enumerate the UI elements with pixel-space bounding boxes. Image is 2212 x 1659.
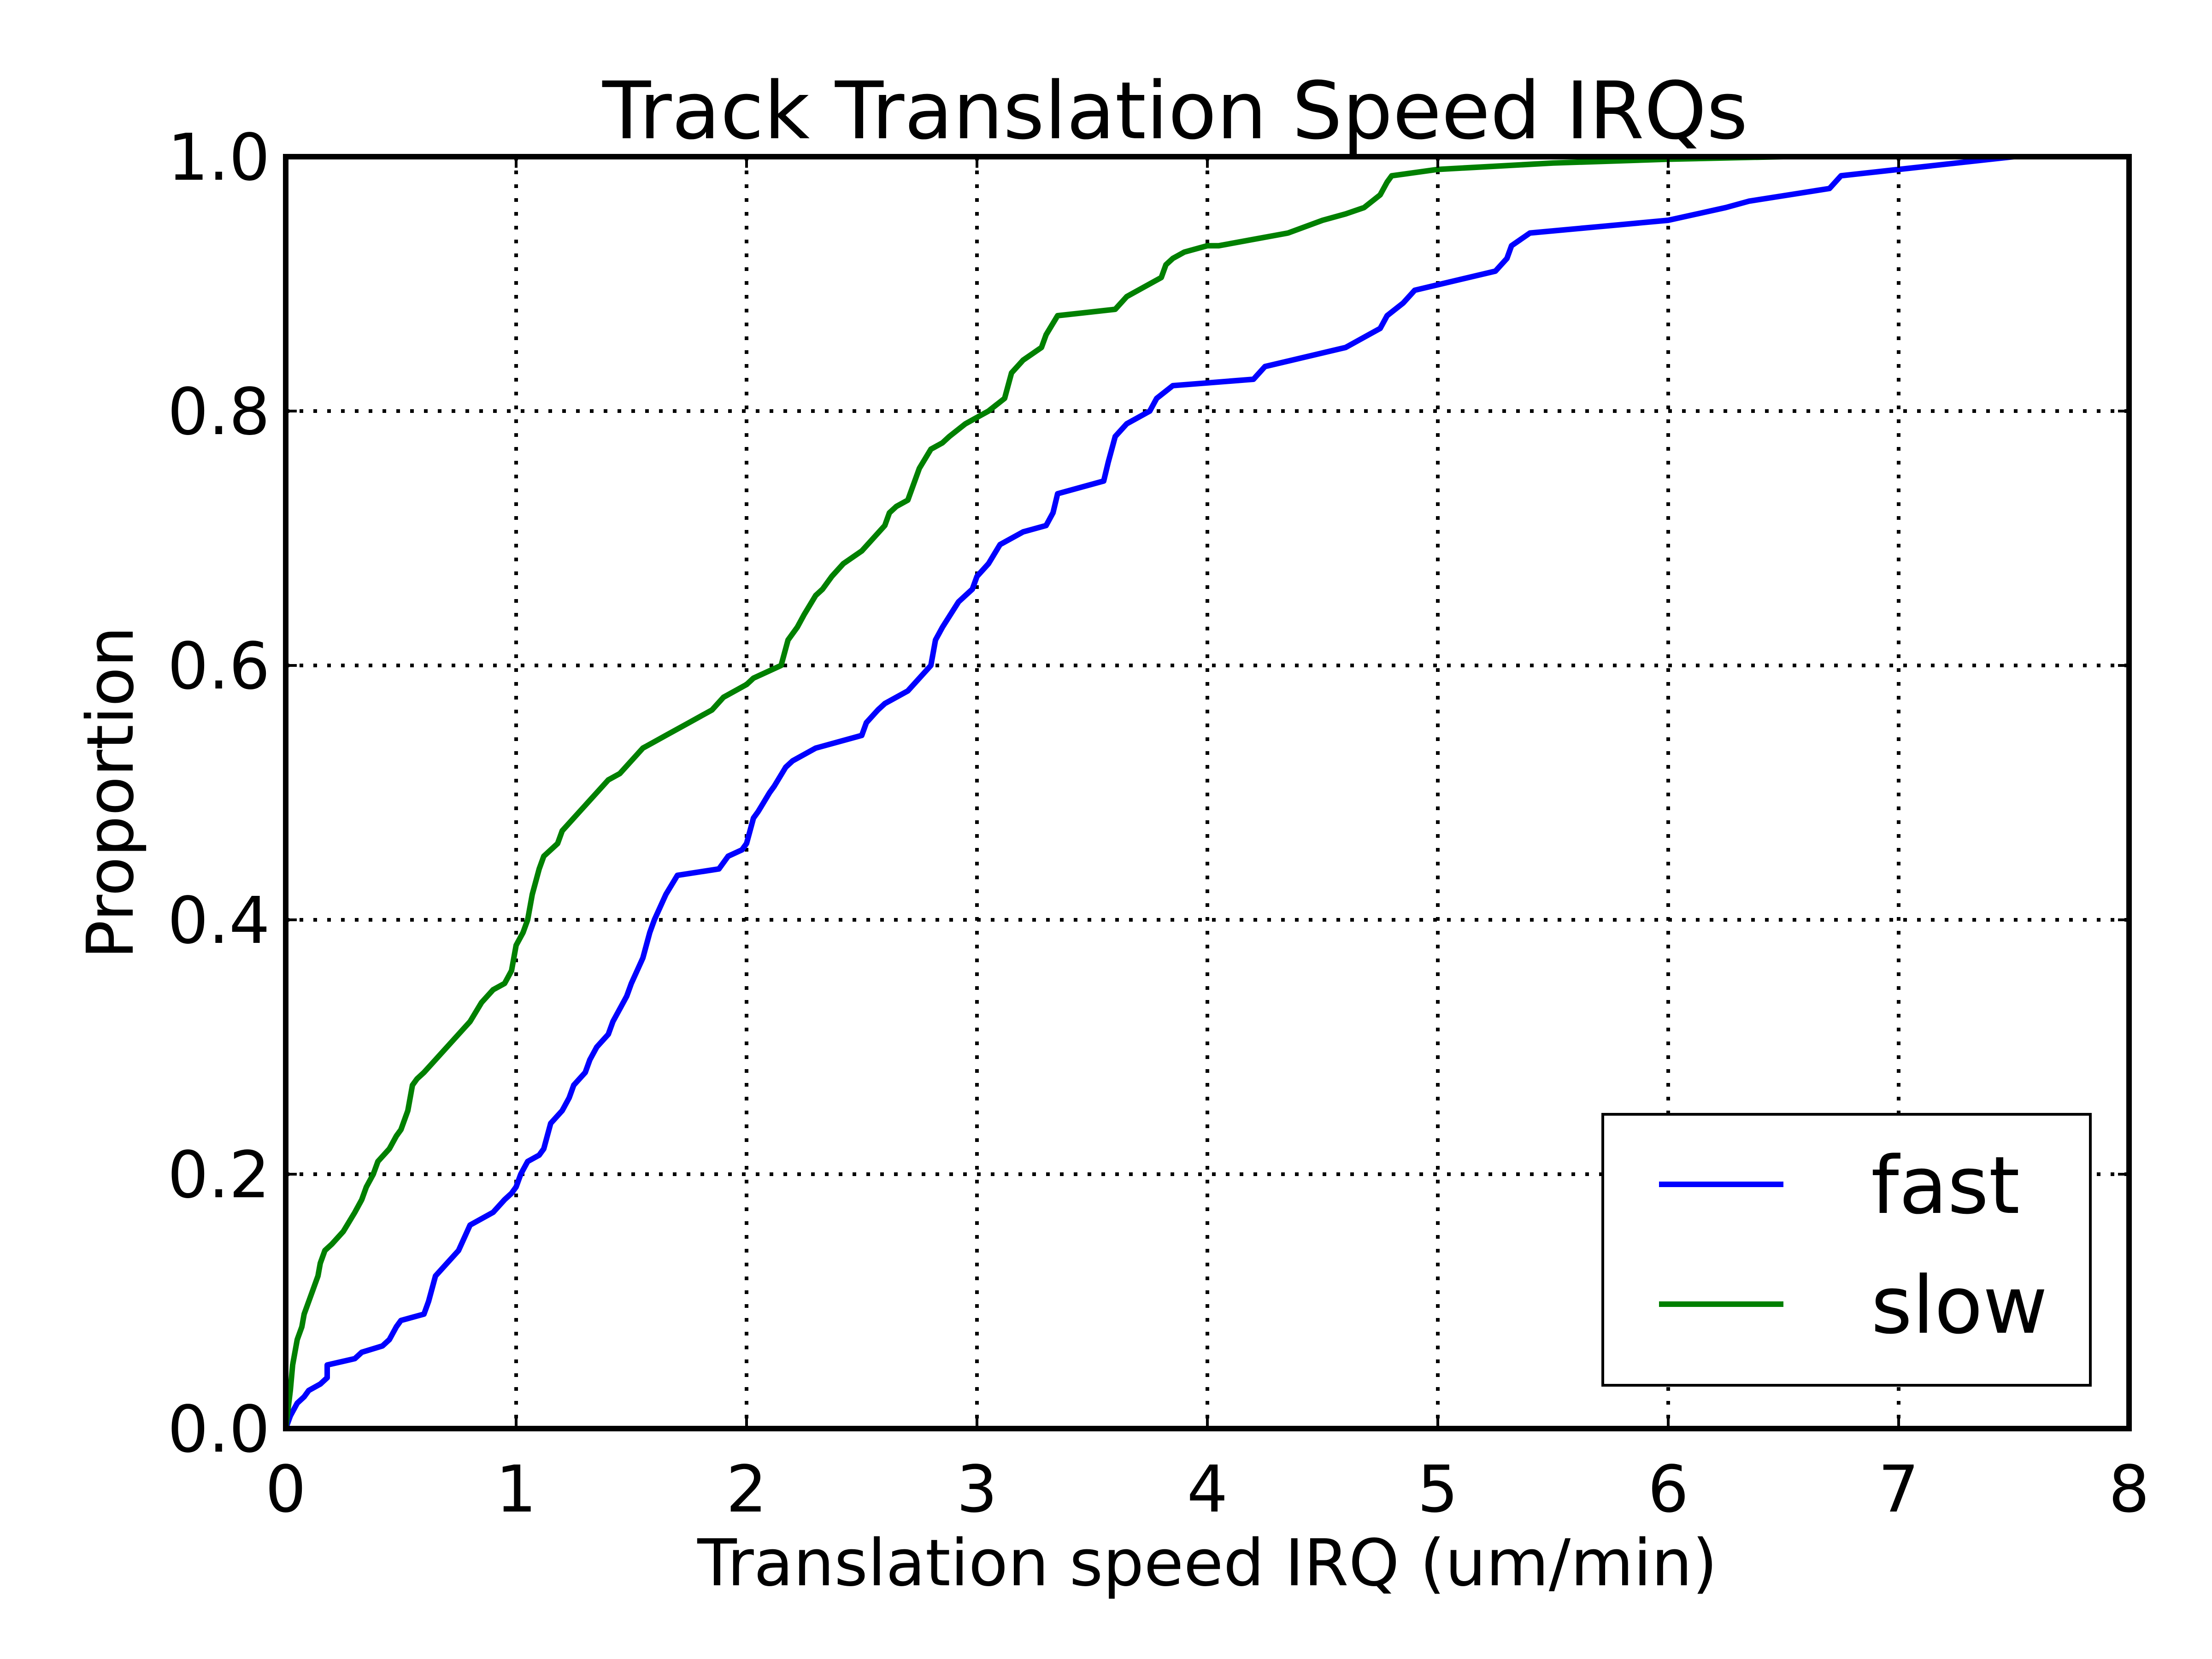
grid — [286, 157, 2129, 1429]
legend-label-slow: slow — [1871, 1259, 2047, 1352]
x-tick-label: 0 — [265, 1452, 306, 1527]
legend: fast slow — [1601, 1113, 2092, 1387]
tick-labels: 0 1 2 3 4 5 6 7 8 0.0 0.2 0.4 0.6 0.8 1.0 — [167, 120, 2149, 1527]
y-tick-label: 0.6 — [167, 629, 270, 704]
y-tick-label: 0.8 — [167, 375, 270, 450]
series-line-fast — [283, 154, 2014, 1430]
y-axis-label: Proportion — [73, 626, 148, 959]
x-tick-label: 7 — [1878, 1452, 1919, 1527]
y-tick-label: 0.2 — [167, 1138, 270, 1213]
x-tick-label: 1 — [495, 1452, 536, 1527]
x-tick-label: 5 — [1417, 1452, 1458, 1527]
x-axis-label: Translation speed IRQ (um/min) — [697, 1526, 1718, 1601]
chart-title: Track Translation Speed IRQs — [602, 65, 1748, 157]
plot-frame — [283, 154, 2132, 1431]
y-tick-label: 0.4 — [167, 883, 270, 959]
series-lines — [283, 154, 2014, 1430]
x-tick-label: 8 — [2108, 1452, 2149, 1527]
y-tick-label: 0.0 — [167, 1392, 270, 1467]
legend-box — [1601, 1113, 2092, 1387]
x-tick-label: 4 — [1187, 1452, 1228, 1527]
series-line-slow — [283, 154, 1806, 1429]
legend-label-fast: fast — [1871, 1139, 2020, 1232]
x-tick-label: 3 — [956, 1452, 997, 1527]
x-tick-label: 6 — [1647, 1452, 1688, 1527]
y-tick-label: 1.0 — [167, 120, 270, 195]
x-tick-label: 2 — [726, 1452, 767, 1527]
